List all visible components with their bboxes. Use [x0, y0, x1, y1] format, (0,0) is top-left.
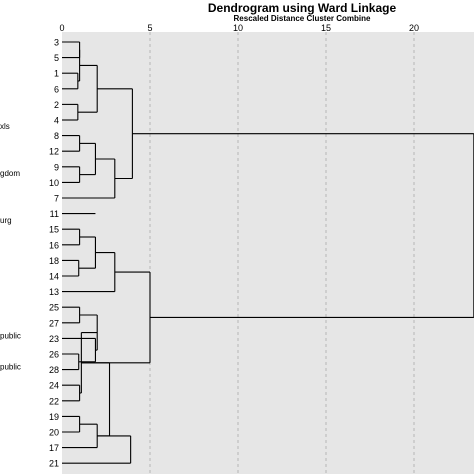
leaf-label-9: 9 [54, 162, 59, 172]
case-label-4: public [0, 362, 21, 371]
leaf-label-2: 2 [54, 100, 59, 110]
leaf-label-1: 1 [54, 69, 59, 79]
leaf-label-21: 21 [49, 459, 59, 469]
leaf-label-27: 27 [49, 318, 59, 328]
case-label-0: xls [0, 122, 10, 131]
leaf-label-16: 16 [49, 240, 59, 250]
leaf-label-11: 11 [50, 209, 59, 219]
leaf-labels: 3516248129107111516181413252723262824221… [49, 38, 59, 469]
leaf-label-3: 3 [54, 38, 59, 48]
grid-lines [149, 32, 415, 474]
x-axis-ticks: 0 5 10 15 20 [59, 23, 419, 33]
leaf-label-19: 19 [49, 412, 59, 422]
plot-background [62, 32, 474, 474]
leaf-label-6: 6 [54, 84, 59, 94]
dendrogram-links [62, 41, 474, 464]
leaf-label-5: 5 [54, 53, 59, 63]
leaf-label-15: 15 [49, 225, 59, 235]
leaf-label-12: 12 [49, 147, 59, 157]
x-tick-label-0: 0 [59, 23, 64, 33]
chart-subtitle: Rescaled Distance Cluster Combine [234, 14, 371, 23]
leaf-label-13: 13 [49, 287, 59, 297]
leaf-label-18: 18 [49, 256, 59, 266]
case-label-1: gdom [0, 169, 20, 178]
leaf-label-10: 10 [49, 178, 59, 188]
x-tick-label-10: 10 [233, 23, 243, 33]
case-label-3: public [0, 331, 21, 340]
leaf-label-26: 26 [49, 350, 59, 360]
leaf-label-25: 25 [49, 303, 59, 313]
leaf-label-22: 22 [49, 396, 59, 406]
x-tick-label-5: 5 [147, 23, 152, 33]
chart-title: Dendrogram using Ward Linkage [208, 1, 397, 15]
x-tick-label-15: 15 [321, 23, 331, 33]
leaf-label-4: 4 [54, 116, 59, 126]
leaf-label-14: 14 [49, 272, 59, 282]
case-label-2: urg [0, 216, 12, 225]
leaf-label-23: 23 [49, 334, 59, 344]
leaf-label-7: 7 [54, 194, 59, 204]
case-labels: xls gdom urg public public [0, 122, 21, 371]
x-tick-label-20: 20 [409, 23, 419, 33]
leaf-label-20: 20 [49, 428, 59, 438]
leaf-label-28: 28 [49, 365, 59, 375]
leaf-label-24: 24 [49, 381, 59, 391]
leaf-label-8: 8 [54, 131, 59, 141]
leaf-label-17: 17 [49, 443, 59, 453]
